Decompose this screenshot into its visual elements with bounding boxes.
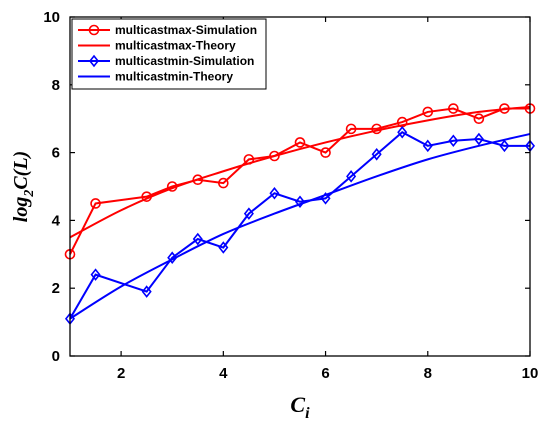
ticks-layer: 2 4 6 8 10 0 2 4 6 8 10 (43, 9, 538, 382)
data-point (294, 195, 306, 209)
x-axis-label-main: C (290, 392, 305, 417)
data-point (269, 186, 280, 200)
x-tick-label: 10 (522, 365, 539, 382)
data-point (192, 232, 203, 246)
series-multicastmax-theory (69, 105, 531, 239)
data-point (473, 132, 484, 146)
y-tick-label: 10 (43, 9, 60, 26)
x-tick-label: 8 (424, 365, 432, 382)
data-point (167, 251, 178, 264)
data-point (90, 198, 101, 209)
data-point (448, 134, 459, 148)
data-point (397, 125, 408, 139)
data-point (422, 139, 433, 153)
legend-marker (88, 24, 100, 36)
series-multicastmax-simulation (64, 103, 536, 260)
data-point (473, 113, 485, 124)
data-point (192, 174, 204, 186)
data-point (371, 148, 382, 161)
legend: multicastmax-Simulation multicastmax-Theo… (71, 18, 267, 90)
series-line (69, 132, 531, 320)
data-point (345, 123, 357, 135)
series-layer (64, 103, 536, 325)
data-point (90, 268, 101, 281)
y-axis-label: log2C(L) (10, 151, 37, 222)
legend-label: multicastmin-Simulation (115, 54, 254, 68)
plot-frame (69, 16, 531, 357)
legend-label: multicastmax-Simulation (115, 23, 257, 37)
series-line (69, 107, 530, 255)
y-tick-label: 6 (52, 145, 60, 162)
legend-entry: multicastmin-Theory (78, 70, 233, 84)
data-point (141, 285, 152, 298)
data-point (269, 150, 280, 162)
legend-label: multicastmin-Theory (115, 70, 233, 84)
y-tick-label: 0 (52, 348, 60, 365)
data-point (218, 241, 229, 254)
data-point (346, 170, 357, 183)
y-tick-label: 8 (52, 77, 60, 94)
x-tick-label: 6 (321, 365, 329, 382)
x-axis-label: Ci (290, 392, 310, 422)
y-axis-label-pre: log (10, 197, 32, 223)
legend-marker (88, 54, 100, 68)
data-point (422, 106, 434, 118)
series-line (69, 131, 530, 320)
legend-entry: multicastmax-Theory (78, 39, 236, 53)
data-point (320, 147, 331, 158)
data-point (218, 177, 229, 189)
y-tick-label: 4 (52, 212, 61, 229)
legend-entry: multicastmin-Simulation (78, 54, 254, 68)
series-multicastmin-simulation (64, 125, 536, 325)
data-point (243, 207, 254, 220)
x-tick-label: 4 (219, 365, 228, 382)
data-point (294, 137, 306, 148)
data-point (448, 103, 459, 114)
legend-entry: multicastmax-Simulation (78, 23, 257, 37)
x-axis-label-sub: i (305, 405, 310, 422)
series-multicastmin-theory (69, 132, 531, 320)
series-line (69, 105, 531, 239)
y-tick-label: 2 (52, 280, 60, 297)
y-axis-label-post: C(L) (10, 151, 32, 190)
data-point (499, 139, 510, 153)
x-tick-label: 2 (117, 365, 125, 382)
y-axis-label-sub: 2 (22, 190, 37, 198)
legend-label: multicastmax-Theory (115, 39, 236, 53)
